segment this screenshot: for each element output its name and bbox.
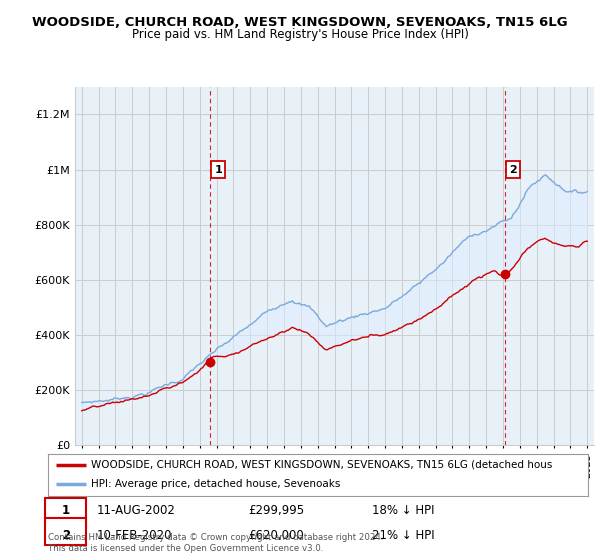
- Text: WOODSIDE, CHURCH ROAD, WEST KINGSDOWN, SEVENOAKS, TN15 6LG (detached hous: WOODSIDE, CHURCH ROAD, WEST KINGSDOWN, S…: [91, 460, 553, 470]
- Text: WOODSIDE, CHURCH ROAD, WEST KINGSDOWN, SEVENOAKS, TN15 6LG: WOODSIDE, CHURCH ROAD, WEST KINGSDOWN, S…: [32, 16, 568, 29]
- FancyBboxPatch shape: [46, 518, 86, 544]
- Text: 2: 2: [62, 529, 70, 542]
- Text: 10-FEB-2020: 10-FEB-2020: [97, 529, 172, 542]
- Text: Price paid vs. HM Land Registry's House Price Index (HPI): Price paid vs. HM Land Registry's House …: [131, 28, 469, 41]
- Text: £299,995: £299,995: [248, 504, 304, 517]
- Text: 2: 2: [509, 165, 517, 175]
- Text: 11-AUG-2002: 11-AUG-2002: [97, 504, 175, 517]
- Text: 18% ↓ HPI: 18% ↓ HPI: [372, 504, 434, 517]
- Text: 21% ↓ HPI: 21% ↓ HPI: [372, 529, 434, 542]
- Text: £620,000: £620,000: [248, 529, 304, 542]
- Text: Contains HM Land Registry data © Crown copyright and database right 2024.
This d: Contains HM Land Registry data © Crown c…: [48, 533, 383, 553]
- FancyBboxPatch shape: [46, 498, 86, 525]
- Text: HPI: Average price, detached house, Sevenoaks: HPI: Average price, detached house, Seve…: [91, 479, 341, 489]
- Text: 1: 1: [214, 165, 222, 175]
- Text: 1: 1: [62, 504, 70, 517]
